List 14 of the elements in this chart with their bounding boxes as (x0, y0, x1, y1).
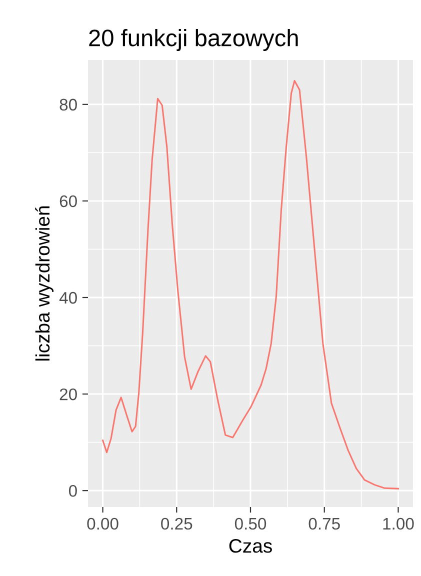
x-tick-label: 0.50 (234, 518, 266, 530)
line-series (102, 80, 399, 490)
x-tick-label: 0.00 (87, 518, 118, 530)
y-tick-label: 80 (60, 98, 77, 111)
y-axis-title: liczba wyzdrowień (35, 206, 54, 361)
x-axis-title: Czas (229, 539, 272, 553)
y-tick-label: 40 (59, 292, 77, 304)
y-tick-label: 0 (68, 484, 77, 497)
y-tick-label: 20 (60, 388, 77, 400)
x-tick-label: 1.00 (383, 518, 414, 530)
chart-title: 20 funkcji bazowych (89, 29, 298, 52)
x-tick-label: 0.75 (308, 518, 340, 530)
x-tick-label: 0.25 (161, 518, 192, 530)
y-tick-label: 60 (60, 195, 77, 208)
